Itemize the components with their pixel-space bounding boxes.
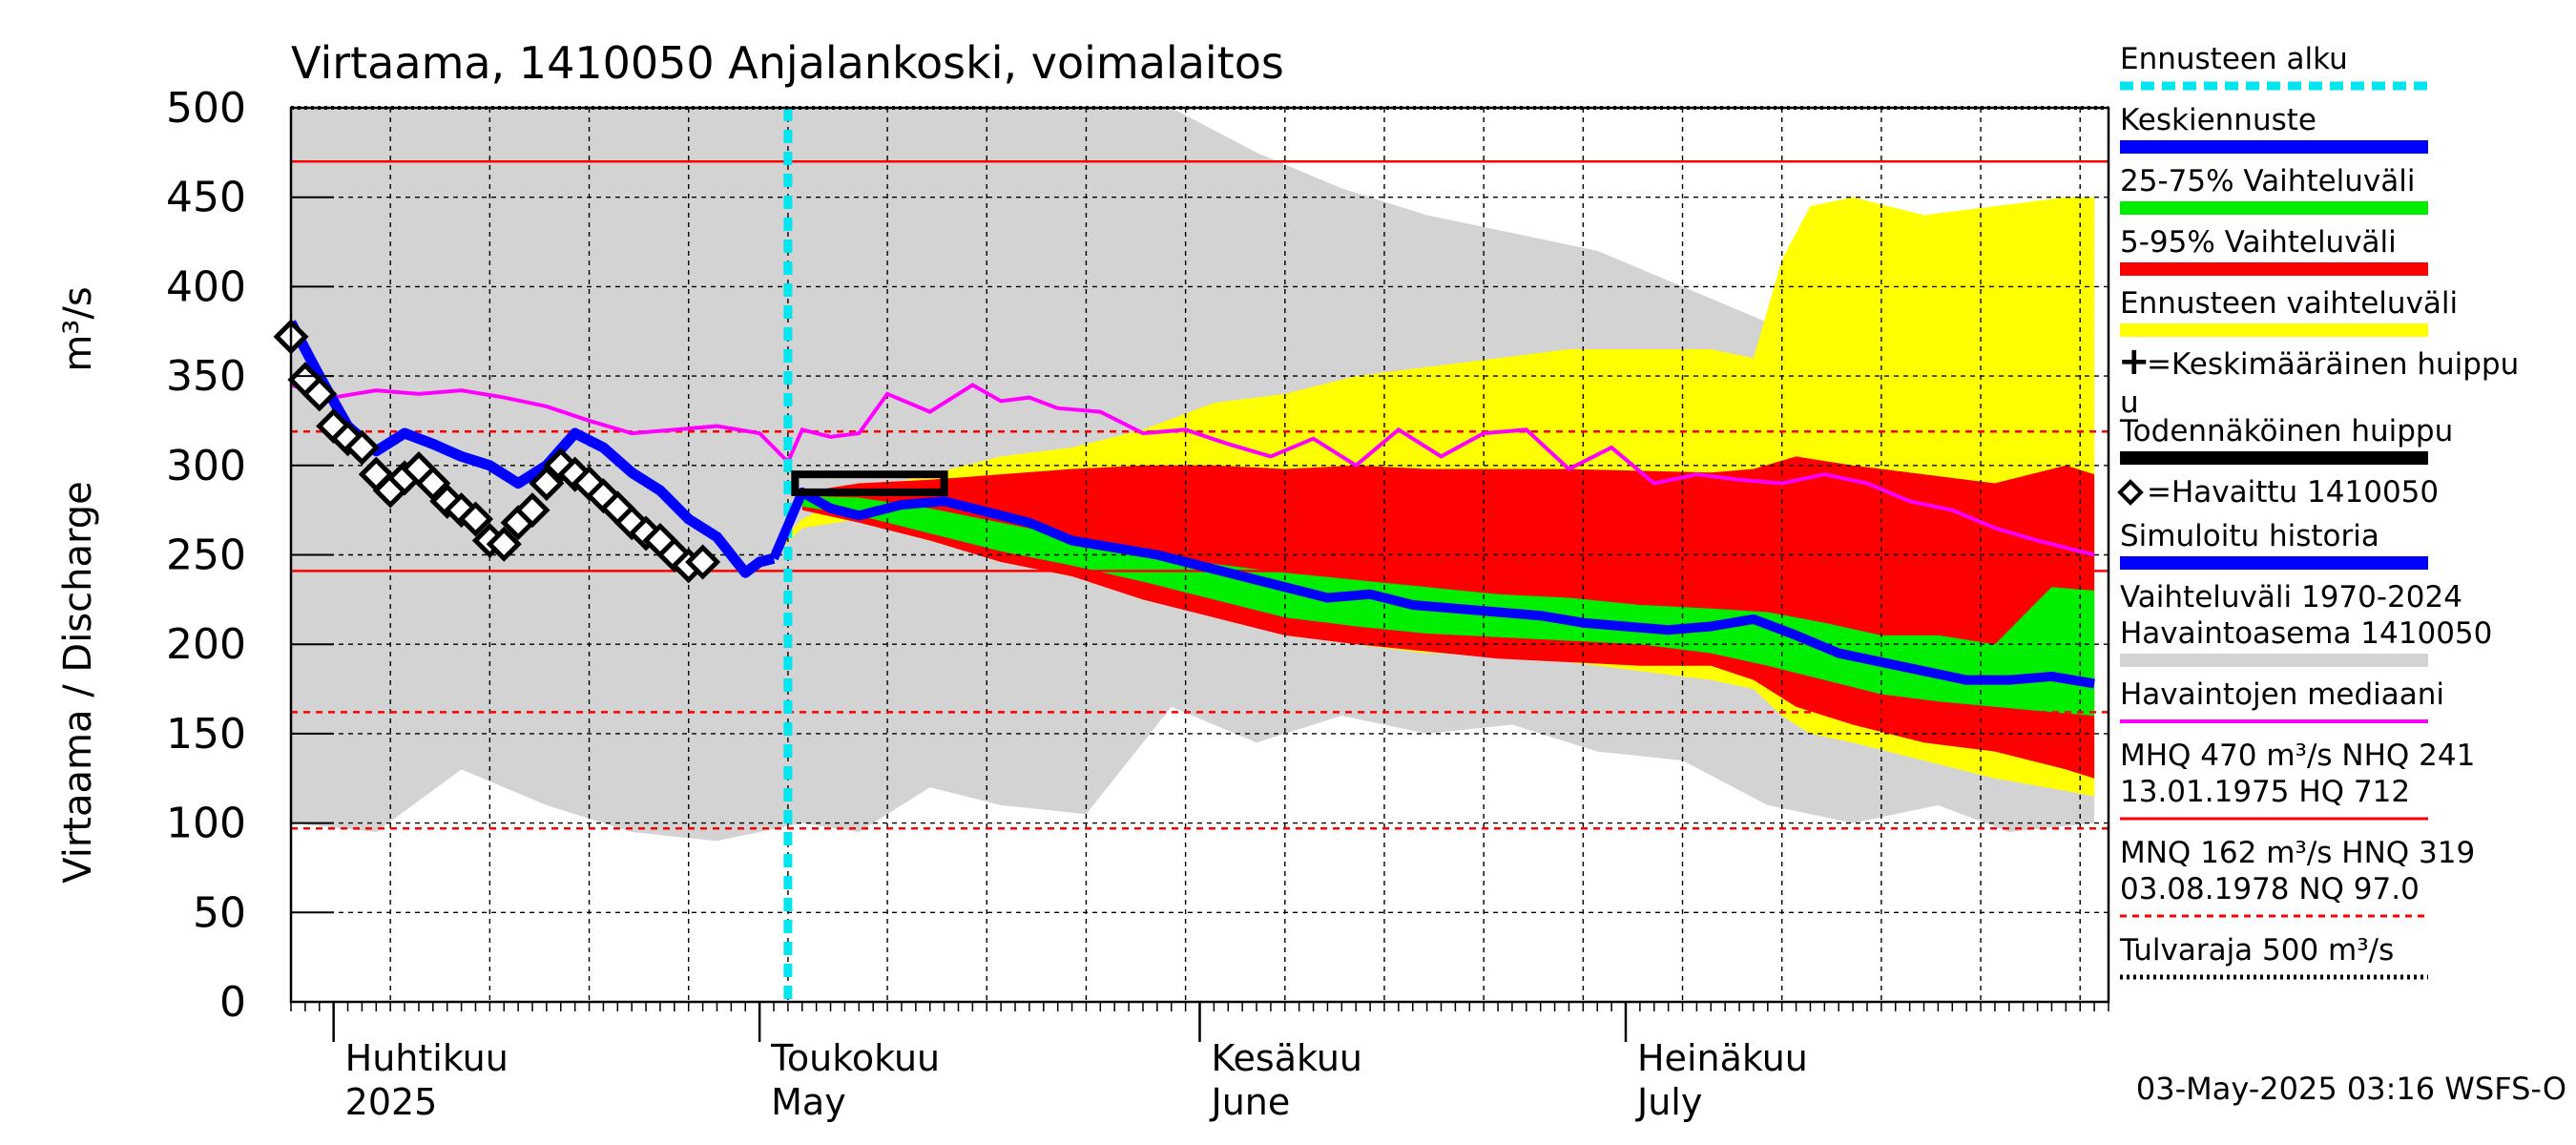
legend-item: Havaintojen mediaani	[2120, 677, 2444, 723]
y-tick-label: 300	[166, 442, 246, 490]
legend-label: Tulvaraja 500 m³/s	[2119, 933, 2394, 968]
y-tick-label: 0	[219, 978, 246, 1027]
legend-label: MNQ 162 m³/s HNQ 319	[2120, 836, 2475, 870]
legend-item: =Keskimääräinen huippu+u	[2118, 340, 2519, 420]
legend-label: MHQ 470 m³/s NHQ 241	[2120, 739, 2475, 773]
legend-label: 25-75% Vaihteluväli	[2120, 164, 2416, 198]
month-label-fi: Toukokuu	[770, 1037, 940, 1079]
legend-item: 5-95% Vaihteluväli	[2120, 225, 2428, 276]
legend-label: =Keskimääräinen huippu	[2147, 347, 2519, 382]
observed-point	[514, 492, 551, 529]
y-tick-label: 350	[166, 352, 246, 401]
month-label-fi: Kesäkuu	[1212, 1037, 1363, 1079]
legend-item: Simuloitu historia	[2120, 519, 2428, 570]
observed-point	[343, 429, 380, 466]
mean-forecast-line	[769, 487, 2095, 689]
y-tick-label: 250	[166, 531, 246, 580]
footer-timestamp: 03-May-2025 03:16 WSFS-O	[2136, 1071, 2566, 1107]
legend-item: 25-75% Vaihteluväli	[2120, 164, 2428, 215]
legend-label: Vaihteluväli 1970-2024	[2120, 580, 2462, 614]
plot-area	[273, 106, 2110, 1004]
legend-label-continued: 13.01.1975 HQ 712	[2120, 775, 2410, 809]
y-axis-label: Virtaama / Discharge	[56, 481, 100, 883]
legend-item: Ennusteen alku	[2120, 42, 2428, 91]
legend-label-continued: u	[2120, 385, 2139, 420]
observed-point	[685, 544, 721, 580]
legend-label: Ennusteen alku	[2120, 42, 2348, 76]
median-line	[290, 383, 2095, 557]
y-tick-label: 450	[166, 174, 246, 222]
observed-point	[529, 466, 565, 502]
legend-item: Todennäköinen huippu	[2119, 414, 2453, 465]
legend-label: Havaintojen mediaani	[2120, 677, 2444, 712]
observed-point	[415, 466, 451, 502]
y-axis: 0 50 100 150 200 250 300 350 400 450 500	[166, 84, 334, 1027]
y-tick-label: 50	[193, 888, 246, 937]
y-tick-label: 500	[166, 84, 246, 133]
y-axis-unit: m³/s	[56, 286, 100, 371]
month-label-en: July	[1635, 1081, 1702, 1123]
legend-label: Simuloitu historia	[2120, 519, 2379, 553]
y-tick-label: 400	[166, 262, 246, 311]
month-label-fi: Heinäkuu	[1637, 1037, 1808, 1079]
legend-item: Tulvaraja 500 m³/s	[2119, 933, 2428, 980]
legend-item: Vaihteluväli 1970-2024 Havaintoasema 141…	[2120, 580, 2492, 667]
legend-label-continued: Havaintoasema 1410050	[2120, 616, 2492, 651]
legend-label: 5-95% Vaihteluväli	[2120, 225, 2397, 260]
legend-label: =Havaittu 1410050	[2147, 475, 2439, 510]
legend: Ennusteen alku Keskiennuste 25-75% Vaihtel…	[2117, 42, 2519, 980]
legend-item: Keskiennuste	[2120, 103, 2428, 154]
observed-point	[301, 376, 338, 412]
month-label-fi: Huhtikuu	[345, 1037, 509, 1079]
legend-label: Keskiennuste	[2120, 103, 2316, 137]
legend-label: Todennäköinen huippu	[2119, 414, 2453, 448]
month-label-en: May	[771, 1081, 846, 1123]
month-label-en: June	[1210, 1081, 1291, 1123]
chart-title: Virtaama, 1410050 Anjalankoski, voimalai…	[291, 37, 1284, 89]
legend-item: Ennusteen vaihteluväli	[2120, 286, 2458, 337]
observed-series	[273, 319, 721, 584]
legend-label-continued: 03.08.1978 NQ 97.0	[2120, 872, 2420, 906]
observed-point	[486, 526, 522, 562]
legend-label: Ennusteen vaihteluväli	[2120, 286, 2458, 321]
legend-item: =Havaittu 1410050	[2117, 475, 2439, 510]
y-tick-label: 200	[166, 620, 246, 669]
probable-peak-marker	[791, 470, 948, 496]
legend-plus-icon: +	[2118, 340, 2150, 384]
grid	[290, 108, 2109, 1002]
month-label-en: 2025	[345, 1081, 438, 1123]
legend-diamond-icon	[2117, 479, 2144, 506]
observed-point	[457, 501, 494, 537]
y-tick-label: 150	[166, 710, 246, 759]
y-tick-label: 100	[166, 800, 246, 848]
